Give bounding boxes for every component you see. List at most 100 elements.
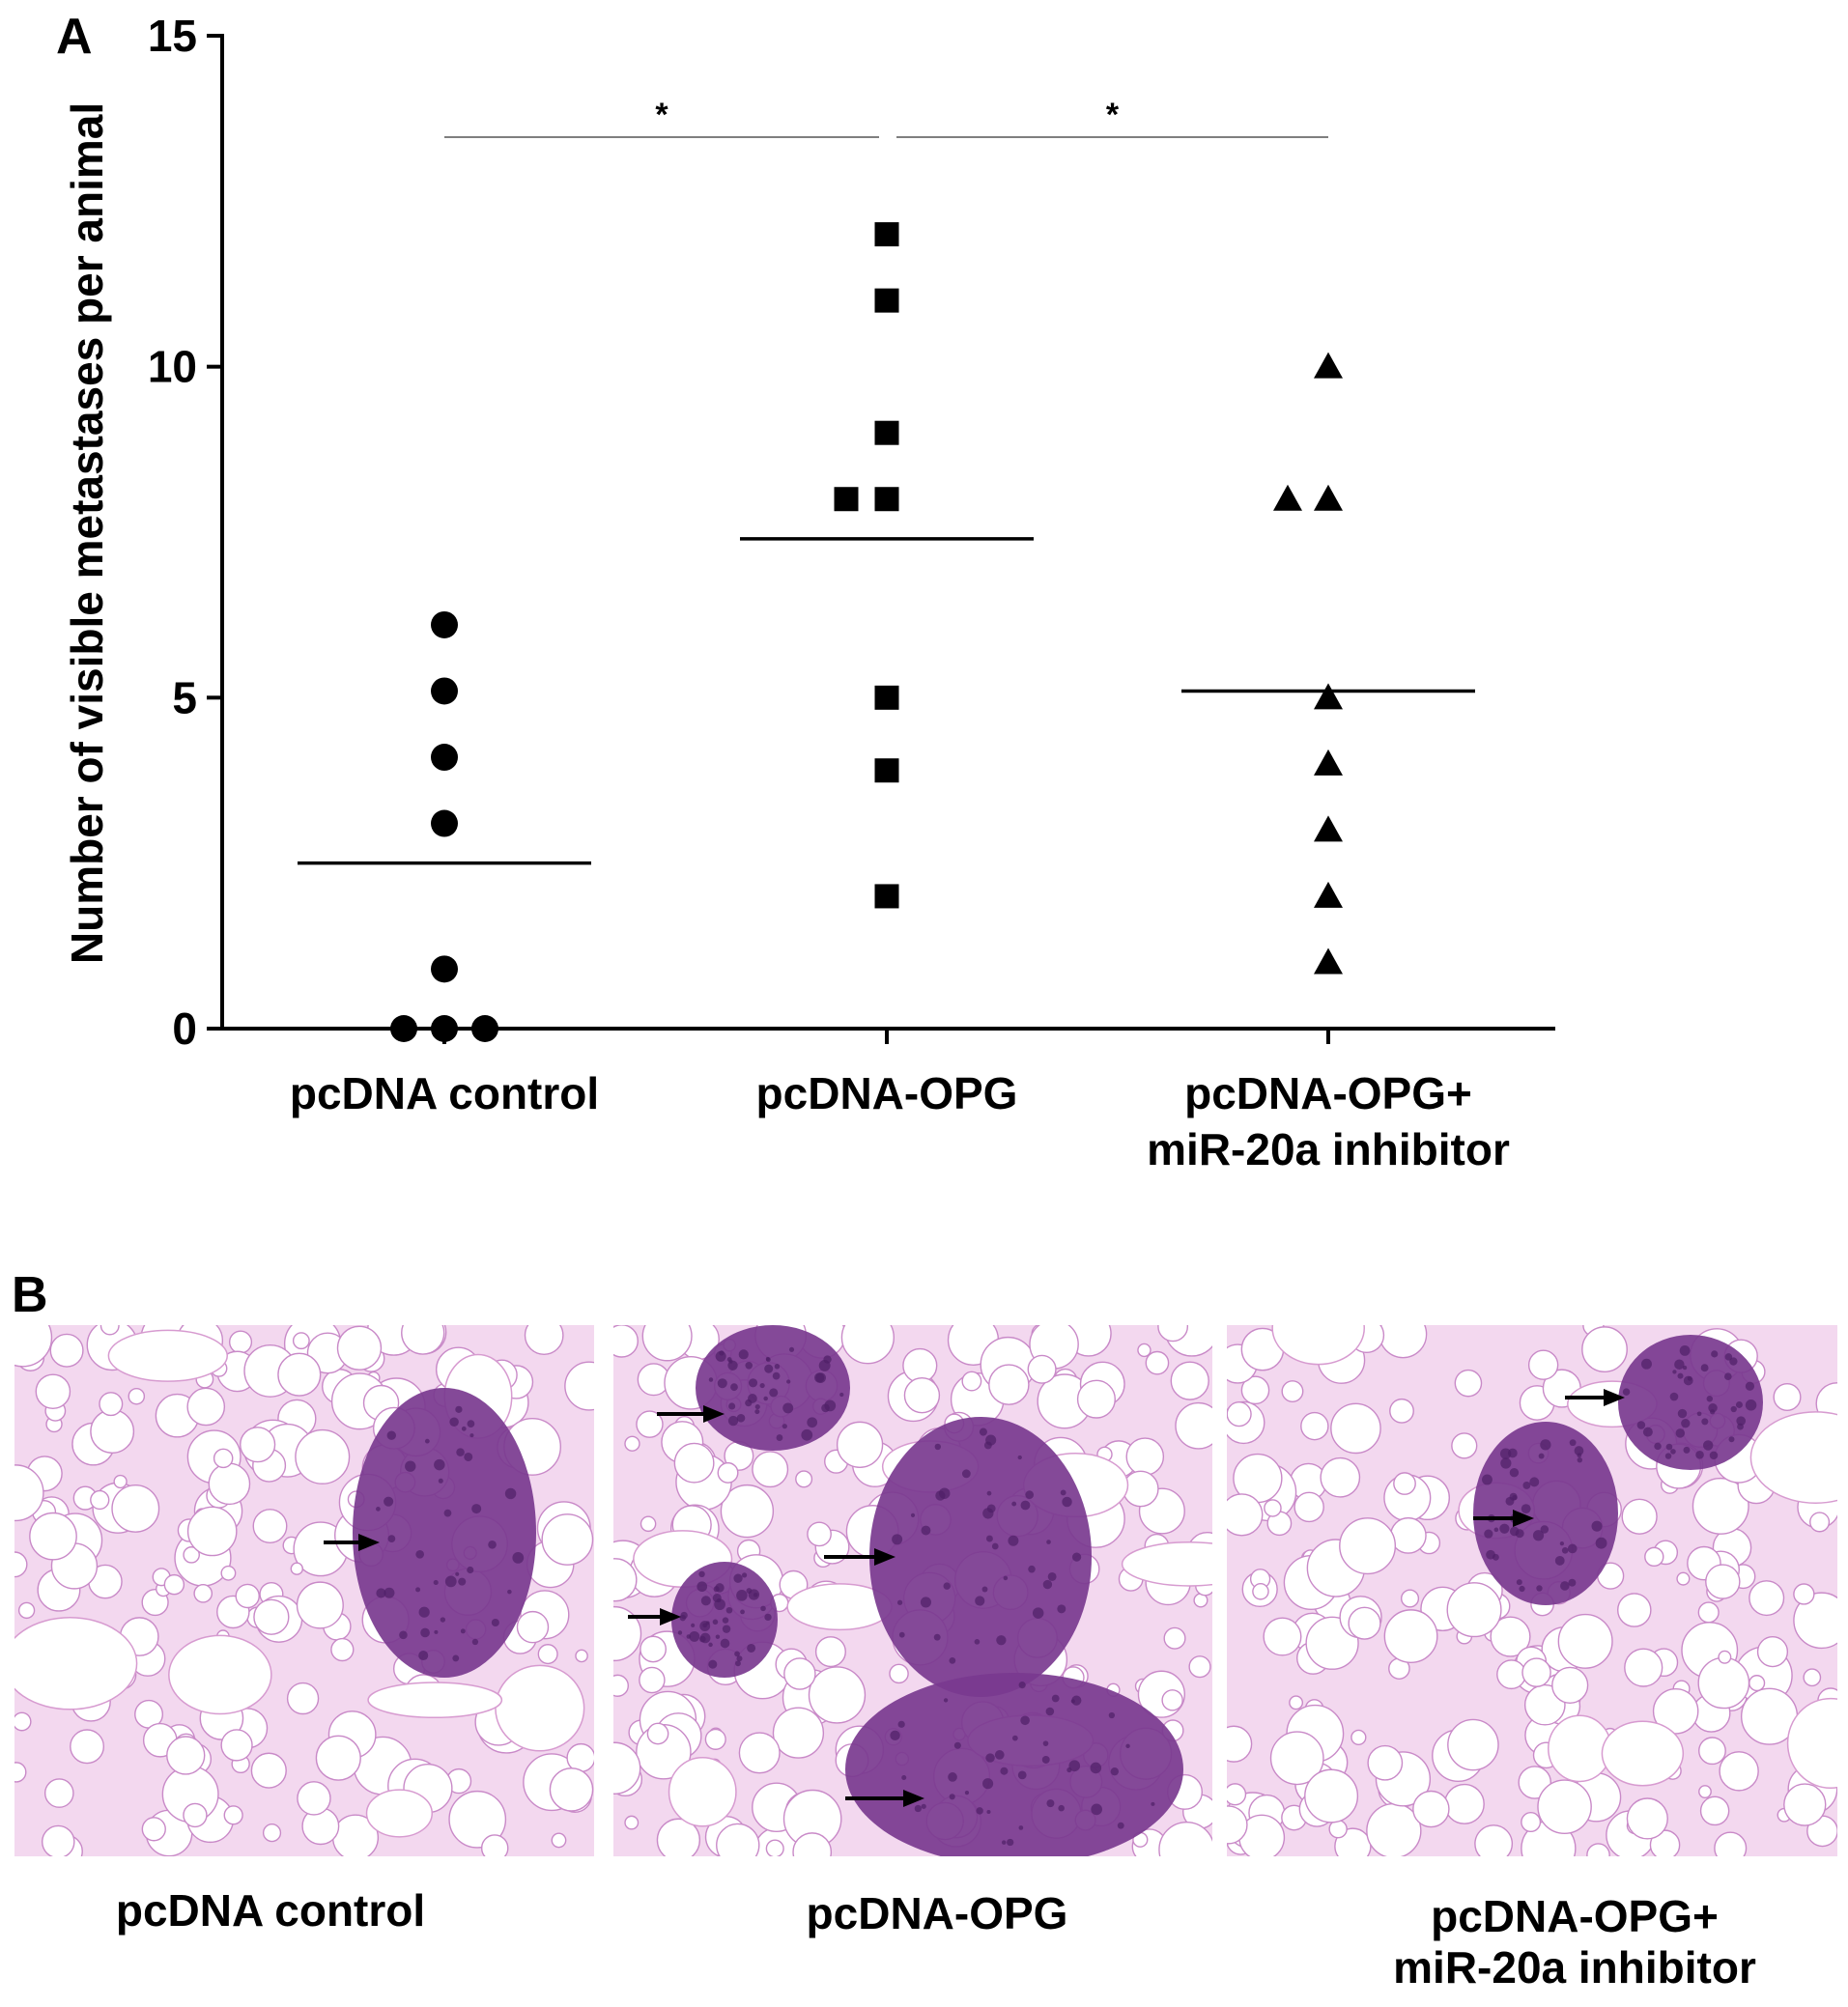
alveolar-space [613,1325,639,1358]
alveolar-space [1447,1718,1499,1771]
nodule-cell [456,1448,465,1456]
alveolar-space [1264,1499,1282,1517]
nodule-cell [823,1355,832,1364]
nodule-cell [491,1618,499,1627]
nodule-cell [1745,1399,1757,1411]
nodule-cell [734,1651,740,1657]
alveolar-space [636,1410,664,1438]
nodule-cell [985,1753,995,1763]
alveolar-space [1652,1688,1699,1735]
airway-space [1601,1720,1685,1787]
alveolar-space [1330,1402,1381,1455]
nodule-cell [985,1535,993,1542]
nodule-cell [1486,1549,1495,1560]
alveolar-space [1803,1668,1822,1687]
alveolar-space [1443,1783,1485,1824]
nodule-cell [725,1606,733,1614]
nodule-cell [727,1415,739,1427]
alveolar-space [807,1521,832,1547]
alveolar-space [541,1513,594,1566]
nodule-cell [1677,1408,1688,1419]
nodule-cell [1110,1767,1120,1776]
airway-space [107,1329,228,1382]
metastatic-nodule [1473,1422,1618,1605]
tissue-image-1 [14,1325,594,1856]
alveolar-space [720,1484,775,1539]
nodule-cell [458,1577,467,1586]
nodule-cell [1062,1496,1072,1508]
alveolar-space [1157,1325,1189,1343]
nodule-cell [1708,1402,1718,1413]
axis-labels: 0 5 10 15 pcDNA control pcDNA-OPG pcDNA-OPG+ mi… [62,11,1510,1174]
nodule-cell [1730,1405,1737,1413]
alveolar-space [902,1347,938,1384]
alveolar-space [166,1736,206,1775]
nodule-cell [1011,1501,1017,1507]
micrograph-pcdna-opg-inhibitor [1227,1325,1837,1856]
nodule-cell [892,1534,903,1545]
nodule-cell [471,1638,479,1646]
airway-space [367,1682,503,1719]
alveolar-space [1446,1582,1502,1638]
alveolar-space [100,1325,120,1336]
nodule-cell [1020,1500,1031,1511]
nodule-cell [708,1659,718,1669]
alveolar-space [640,1515,657,1533]
alveolar-space [765,1839,784,1856]
alveolar-space [1644,1546,1664,1568]
alveolar-space [1158,1822,1212,1856]
alveolar-space [90,1489,110,1511]
nodule-cell [1561,1546,1569,1554]
nodule-cell [452,1654,460,1662]
nodule-cell [1700,1364,1709,1372]
y-tick-label: 10 [148,342,197,392]
alveolar-space [1252,1582,1269,1600]
nodule-cell [898,1631,905,1638]
alveolar-space [1227,1783,1247,1806]
nodule-cell [686,1634,692,1639]
nodule-cell [1641,1358,1652,1370]
nodule-cell [921,1525,931,1536]
nodule-cell [1071,1552,1082,1562]
nodule-cell [722,1617,729,1624]
nodule-cell [1681,1418,1691,1428]
alveolar-space [14,1464,44,1522]
alveolar-space [1474,1824,1514,1856]
arrow-icon [903,1790,924,1807]
nodule-cell [964,1791,970,1795]
nodule-cell [1042,1740,1049,1746]
nodule-cell [471,1504,482,1514]
x-category-label: pcDNA-OPG+ miR-20a inhibitor [1147,1068,1510,1174]
nodule-cell [1745,1381,1755,1391]
alveolar-space [1348,1606,1381,1640]
nodule-cell [788,1346,795,1352]
alveolar-space [1227,1401,1252,1428]
alveolar-space [208,1462,251,1506]
alveolar-space [1400,1589,1420,1608]
nodule-cell [376,1506,381,1512]
alveolar-space [656,1818,701,1856]
alveolar-space [1122,1470,1159,1508]
alveolar-space [1263,1617,1302,1656]
airway-space [1121,1541,1212,1587]
alveolar-space [1793,1592,1837,1650]
nodule-cell [982,1508,994,1519]
nodule-cell [747,1643,756,1653]
nodule-cell [1568,1578,1577,1587]
nodule-cell [1736,1416,1747,1426]
nodule-cell [901,1775,907,1781]
data-point-triangle [1314,749,1343,776]
alveolar-space [1756,1636,1789,1668]
arrow-icon [1513,1510,1534,1527]
metastatic-nodule [696,1325,850,1451]
alveolar-space [1170,1361,1209,1400]
metastatic-nodule [869,1417,1092,1697]
alveolar-space [717,1461,739,1484]
nodule-cell [1636,1421,1646,1429]
nodule-cell [897,1720,905,1728]
nodule-cell [384,1496,394,1507]
x-category-label: pcDNA-OPG [756,1068,1018,1118]
alveolar-space [213,1448,234,1469]
nodule-cell [1051,1694,1060,1703]
alveolar-space [716,1823,760,1856]
